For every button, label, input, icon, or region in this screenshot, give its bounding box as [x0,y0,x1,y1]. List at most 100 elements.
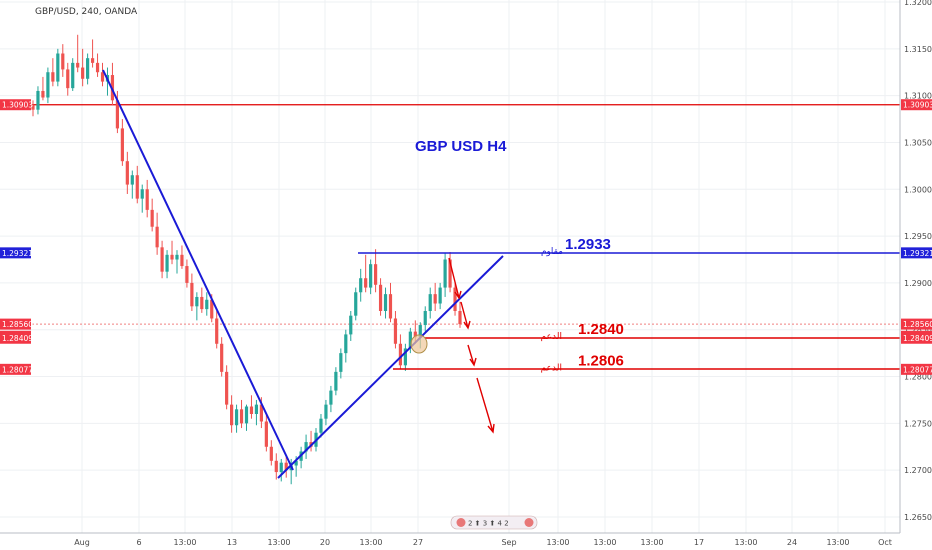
uptrend-line[interactable] [277,255,504,479]
price-tag-tag-1-28560: 1.28560 [901,318,932,330]
highlight-circle[interactable] [410,334,428,354]
candle-body-81 [433,294,437,304]
candle-body-41 [234,409,239,426]
candle-body-29 [175,254,179,260]
candle-body-36 [210,299,214,319]
time-axis[interactable]: Aug 6 13:00 13 13:00 20 13:00 27 Sep 13:00 13:00 13… [0,532,932,550]
left-price-tag-tag-1-28077: 1.28077 [0,363,33,375]
x-tick-label-5: 20 [320,538,330,547]
trend-drawings [102,69,900,479]
candle-body-68 [369,264,373,288]
candle-body-59 [324,404,328,419]
candle-body-35 [205,299,209,310]
candle-body-31 [185,266,189,283]
arrow-4 [476,377,495,434]
candle-body-13 [95,62,100,73]
bottom-markers[interactable]: 2 ⬆ 3 ⬆ 4 2 [450,515,538,530]
x-tick-label-15: 13:00 [826,538,849,547]
y-tick-label-7: 1.30000 [904,185,932,194]
x-tick-label-2: 13:00 [173,538,196,547]
svg-text:1.28409: 1.28409 [903,334,932,343]
candle-body-43 [244,406,249,424]
y-tick-label-9: 1.31000 [904,92,932,101]
candle-body-84 [448,259,452,288]
svg-text:1.30903: 1.30903 [2,101,33,110]
left-price-tag-tag-1-28409: 1.28409 [0,332,33,344]
candle-body-83 [443,259,447,288]
candle-body-85 [453,287,457,311]
left-price-tag-tag-1-29321: 1.29321 [0,247,33,259]
candle-body-12 [90,58,95,63]
x-tick-label-10: 13:00 [593,538,616,547]
candle-body-72 [388,294,393,319]
level-label-support-2: 1.2806 [578,352,624,369]
candle-body-51 [284,462,288,471]
candle-body-80 [428,294,432,311]
candle-body-10 [81,67,85,79]
candle-body-48 [269,446,273,461]
candle-body-62 [339,353,343,372]
candle-body-22 [140,189,144,199]
candle-body-2 [41,90,45,98]
candle-body-77 [413,331,417,338]
candle-body-5 [56,53,60,82]
svg-text:1.28409: 1.28409 [2,334,33,343]
svg-text:1.28077: 1.28077 [903,365,932,374]
candle-body-30 [180,254,184,267]
grid [0,0,900,533]
y-tick-label-0: 1.26500 [904,513,932,522]
x-tick-label-12: 17 [694,538,704,547]
candle-body-28 [170,254,174,260]
level-arabic-resistance: مقاوم [541,247,563,257]
candle-body-74 [398,343,403,366]
x-tick-label-14: 24 [787,538,797,547]
candle-body-66 [359,278,363,293]
svg-text:1.30903: 1.30903 [903,101,932,110]
chart-title: GBP USD H4 [415,138,507,155]
y-tick-label-1: 1.27000 [904,466,932,475]
left-price-tag-tag-1-30903: 1.30903 [0,99,33,111]
candle-body-60 [329,390,333,405]
candle-body-24 [150,209,154,227]
candle-body-61 [334,371,338,391]
price-tag-tag-1-29321: 1.29321 [901,247,932,259]
x-tick-label-0: Aug [74,538,90,547]
candle-body-3 [46,72,50,98]
candle-body-7 [66,69,70,89]
y-tick-label-11: 1.32000 [904,0,932,7]
price-tag-tag-1-28409: 1.28409 [901,332,932,344]
time-axis-bg [0,533,932,550]
candle-body-21 [135,175,139,199]
y-tick-label-4: 1.28500 [904,326,932,335]
candle-body-0 [31,105,35,110]
candle-body-25 [155,226,159,248]
y-tick-label-5: 1.29000 [904,279,932,288]
candle-body-11 [86,58,90,79]
candle-body-20 [130,175,134,185]
candle-body-71 [383,294,388,311]
candles [31,34,462,485]
arrow-1 [448,257,462,300]
candle-body-86 [458,311,462,325]
candle-body-46 [259,404,263,422]
x-tick-label-16: Oct [878,538,892,547]
svg-text:1.28560: 1.28560 [903,320,932,329]
horizontal-levels [0,104,900,325]
candle-body-55 [304,442,308,452]
candle-body-34 [200,296,204,310]
candle-body-82 [438,287,442,304]
candle-body-4 [51,72,55,82]
candle-body-32 [190,282,194,307]
candle-body-63 [344,334,348,354]
downtrend-line[interactable] [102,69,294,471]
x-tick-label-9: 13:00 [546,538,569,547]
y-tick-label-8: 1.30500 [904,138,932,147]
candle-body-69 [373,264,378,285]
candle-body-40 [230,404,234,426]
candle-body-73 [393,318,398,344]
x-tick-label-4: 13:00 [267,538,290,547]
candle-body-75 [403,348,407,366]
candle-body-23 [145,189,149,210]
